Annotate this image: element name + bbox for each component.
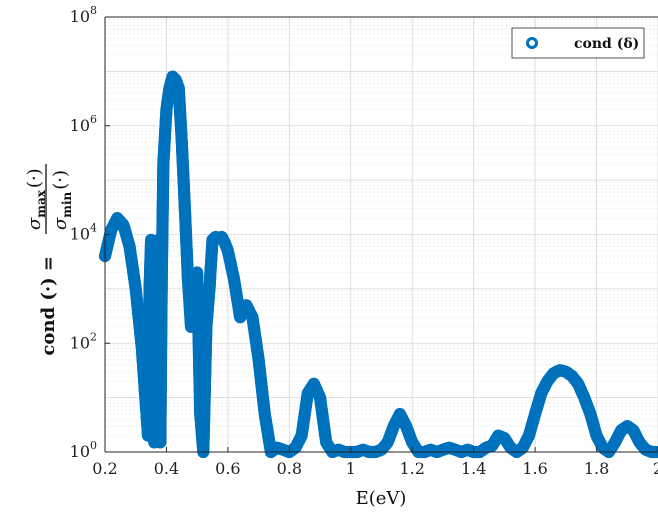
x-tick-label: 0.6 (215, 459, 240, 478)
series-layer (98, 70, 658, 459)
x-tick-label: 0.4 (154, 459, 179, 478)
x-axis-label: E(eV) (356, 488, 407, 509)
x-tick-label: 1.8 (584, 459, 609, 478)
y-tick-label: 108 (70, 4, 97, 26)
y-axis-label: cond (·) = σmax(·) σmin(·) (24, 164, 74, 356)
y-tick-labels: 100 102 104 106 108 (70, 4, 97, 461)
legend-box (511, 27, 645, 59)
y-tick-label: 106 (70, 113, 97, 135)
x-tick-label: 1.4 (461, 459, 486, 478)
y-axis-label-denominator: σmin(·) (50, 170, 74, 230)
x-tick-labels: 0.2 0.4 0.6 0.8 1 1.2 1.4 1.6 1.8 2 (92, 459, 658, 478)
ticks (104, 16, 658, 453)
x-tick-label: 0.8 (277, 459, 302, 478)
x-tick-label: 0.2 (92, 459, 117, 478)
x-tick-label: 1.2 (399, 459, 424, 478)
y-axis-label-lhs: cond (·) = (38, 256, 59, 356)
x-tick-label: 1.6 (522, 459, 547, 478)
legend: cond (δ) (511, 27, 645, 59)
x-tick-label: 2 (653, 459, 658, 478)
legend-entry-cond: cond (δ) (574, 36, 639, 52)
x-tick-label: 1 (346, 459, 356, 478)
y-tick-label: 102 (70, 330, 97, 352)
legend-marker (526, 37, 538, 49)
y-tick-label: 100 (70, 439, 97, 461)
y-tick-label: 104 (70, 222, 97, 244)
y-axis-label-numerator: σmax(·) (24, 168, 48, 230)
